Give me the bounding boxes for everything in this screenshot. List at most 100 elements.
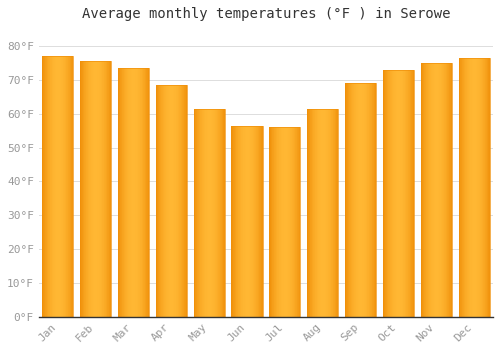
Bar (196, 108, 198, 317)
Bar (167, 85, 168, 317)
Bar (332, 108, 334, 317)
Bar (107, 61, 108, 317)
Bar (100, 61, 101, 317)
Bar (488, 58, 489, 317)
Bar (156, 85, 157, 317)
Bar (331, 108, 332, 317)
Bar (285, 127, 286, 317)
Bar (365, 83, 366, 317)
Bar (402, 70, 403, 317)
Bar (92, 61, 93, 317)
Bar (166, 85, 167, 317)
Bar (133, 68, 134, 317)
Bar (345, 83, 376, 317)
Bar (385, 70, 386, 317)
Bar (70, 56, 71, 317)
Bar (307, 108, 308, 317)
Bar (212, 108, 213, 317)
Bar (273, 127, 274, 317)
Bar (101, 61, 102, 317)
Bar (178, 85, 180, 317)
Bar (168, 85, 169, 317)
Bar (346, 83, 347, 317)
Bar (472, 58, 473, 317)
Bar (437, 63, 438, 317)
Bar (394, 70, 396, 317)
Bar (137, 68, 138, 317)
Bar (354, 83, 355, 317)
Bar (427, 63, 428, 317)
Bar (408, 70, 409, 317)
Bar (439, 63, 440, 317)
Bar (172, 85, 173, 317)
Bar (353, 83, 354, 317)
Bar (142, 68, 143, 317)
Bar (147, 68, 148, 317)
Bar (371, 83, 372, 317)
Bar (238, 126, 239, 317)
Bar (222, 108, 223, 317)
Bar (130, 68, 131, 317)
Bar (280, 127, 281, 317)
Bar (138, 68, 139, 317)
Bar (291, 127, 292, 317)
Bar (435, 63, 436, 317)
Bar (470, 58, 471, 317)
Bar (218, 108, 219, 317)
Bar (399, 70, 400, 317)
Bar (95, 61, 96, 317)
Bar (183, 85, 184, 317)
Bar (220, 108, 221, 317)
Bar (223, 108, 224, 317)
Bar (260, 126, 262, 317)
Bar (294, 127, 295, 317)
Bar (120, 68, 121, 317)
Bar (156, 85, 187, 317)
Bar (307, 108, 338, 317)
Bar (181, 85, 182, 317)
Bar (327, 108, 328, 317)
Bar (349, 83, 350, 317)
Bar (257, 126, 258, 317)
Bar (436, 63, 437, 317)
Bar (400, 70, 401, 317)
Bar (126, 68, 127, 317)
Bar (421, 63, 452, 317)
Bar (164, 85, 165, 317)
Bar (211, 108, 212, 317)
Bar (252, 126, 253, 317)
Bar (90, 61, 91, 317)
Bar (462, 58, 463, 317)
Bar (250, 126, 252, 317)
Bar (384, 70, 385, 317)
Bar (296, 127, 298, 317)
Bar (290, 127, 291, 317)
Bar (388, 70, 389, 317)
Bar (66, 56, 67, 317)
Bar (440, 63, 441, 317)
Bar (298, 127, 299, 317)
Bar (53, 56, 54, 317)
Bar (52, 56, 53, 317)
Bar (119, 68, 120, 317)
Bar (270, 127, 300, 317)
Bar (317, 108, 318, 317)
Bar (274, 127, 275, 317)
Bar (368, 83, 370, 317)
Bar (348, 83, 349, 317)
Bar (145, 68, 146, 317)
Bar (404, 70, 405, 317)
Bar (468, 58, 469, 317)
Bar (64, 56, 65, 317)
Bar (89, 61, 90, 317)
Bar (345, 83, 346, 317)
Bar (446, 63, 447, 317)
Bar (358, 83, 360, 317)
Bar (372, 83, 373, 317)
Bar (403, 70, 404, 317)
Bar (110, 61, 111, 317)
Bar (175, 85, 176, 317)
Bar (49, 56, 50, 317)
Bar (441, 63, 442, 317)
Bar (157, 85, 158, 317)
